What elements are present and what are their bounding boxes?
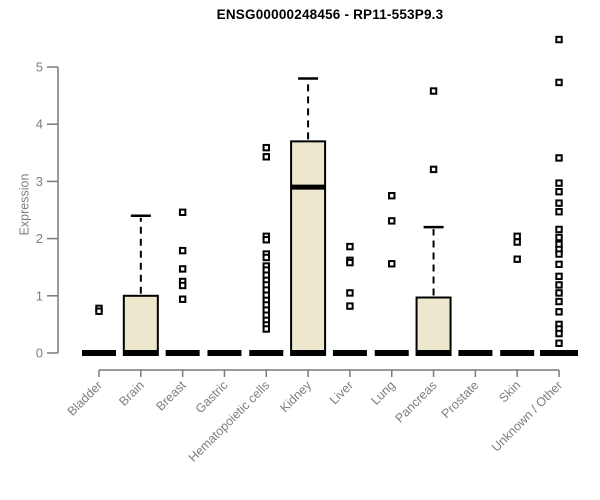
outlier-dot — [555, 199, 563, 207]
x-tick-label: Kidney — [277, 378, 314, 415]
outlier-dot — [555, 281, 563, 289]
outlier-dot — [178, 295, 187, 303]
outlier-dot — [555, 35, 563, 44]
chart-title: ENSG00000248456 - RP11-553P9.3 — [216, 7, 444, 22]
zero-bar — [207, 350, 242, 356]
zero-bar — [500, 350, 535, 356]
outlier-dot — [388, 192, 396, 200]
zero-bar — [540, 350, 579, 356]
zero-bar — [374, 350, 409, 356]
outlier-dot — [429, 165, 438, 174]
y-tick-label: 3 — [36, 174, 43, 189]
outlier-dot — [346, 242, 354, 251]
x-tick-label: Breast — [153, 378, 189, 414]
outlier-dot — [178, 281, 187, 290]
outlier-dot — [555, 187, 563, 196]
zero-bar — [165, 350, 200, 356]
y-tick-label: 2 — [36, 231, 43, 246]
y-tick-label: 5 — [36, 60, 43, 75]
outlier-dot — [555, 208, 563, 216]
outlier-dot — [178, 208, 187, 216]
outlier-dot — [262, 153, 270, 161]
box-rect — [415, 296, 452, 356]
outlier-dot — [555, 308, 563, 316]
outlier-dot — [555, 250, 563, 258]
outlier-dot — [262, 236, 270, 244]
outlier-dot — [513, 232, 521, 241]
x-tick-label: Gastric — [193, 378, 231, 416]
outlier-dot — [178, 265, 187, 273]
box-rect — [290, 140, 327, 356]
outlier-dot — [555, 179, 563, 187]
zero-bar — [82, 350, 116, 356]
outlier-dot — [555, 78, 563, 87]
outlier-dot — [555, 233, 563, 242]
outlier-dot — [178, 246, 187, 255]
outlier-dot — [346, 258, 354, 267]
outlier-dot — [262, 143, 270, 152]
y-tick-label: 4 — [36, 117, 43, 132]
outlier-dot — [555, 297, 563, 306]
x-tick-label: Pancreas — [392, 378, 439, 425]
y-tick-label: 0 — [36, 346, 43, 361]
outlier-dot — [346, 302, 354, 310]
zero-bar — [123, 350, 158, 356]
zero-bar — [458, 350, 493, 356]
outlier-dot — [555, 289, 563, 297]
x-tick-label: Unknown / Other — [489, 378, 565, 454]
x-tick-label: Bladder — [65, 378, 105, 418]
outlier-dot — [388, 217, 396, 225]
outlier-dot — [555, 225, 563, 234]
outlier-dot — [555, 154, 563, 162]
outlier-dot — [95, 307, 103, 315]
zero-bar — [416, 350, 451, 356]
x-tick-label: Liver — [327, 378, 356, 407]
y-tick-label: 1 — [36, 288, 43, 303]
x-tick-label: Skin — [496, 378, 523, 405]
box-rect — [122, 294, 159, 356]
outlier-dot — [555, 260, 563, 269]
outlier-dot — [513, 238, 521, 246]
outlier-dot — [429, 87, 438, 95]
outlier-dot — [555, 272, 563, 281]
outlier-dot — [513, 255, 521, 263]
outlier-dot — [555, 339, 563, 347]
outlier-dot — [555, 329, 563, 338]
outlier-dot — [262, 325, 270, 333]
outlier-dot — [262, 253, 270, 262]
zero-bar — [291, 350, 326, 356]
outlier-dot — [388, 260, 396, 268]
x-tick-label: Lung — [368, 378, 398, 408]
zero-bar — [332, 350, 367, 356]
outlier-dot — [346, 289, 354, 297]
x-tick-label: Prostate — [439, 378, 482, 421]
x-tick-label: Hematopoietic cells — [186, 378, 273, 465]
zero-bar — [249, 350, 284, 356]
x-tick-label: Brain — [116, 378, 147, 409]
